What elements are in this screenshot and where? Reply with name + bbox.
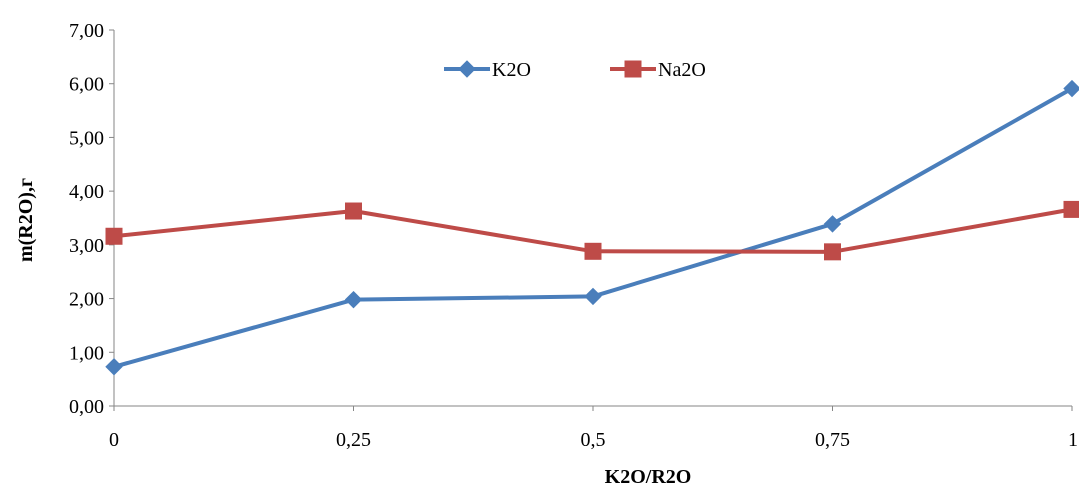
data-point: [105, 227, 123, 245]
data-point: [823, 215, 842, 233]
x-tick-label: 0,75: [815, 429, 850, 451]
y-tick-label: 4,00: [69, 181, 104, 203]
legend-marker: [624, 60, 642, 78]
y-tick-labels: 0,00 1,00 2,00 3,00 4,00 5,00 6,00 7,00: [69, 20, 114, 418]
y-tick-label: 1,00: [69, 342, 104, 364]
data-point: [105, 358, 123, 376]
legend-item: Na2O: [610, 59, 706, 81]
legend-item: K2O: [444, 59, 531, 81]
data-point: [824, 243, 841, 261]
y-tick-label: 7,00: [69, 20, 104, 42]
y-axis-title: m(R2O),г: [15, 178, 37, 262]
data-point: [1063, 200, 1079, 218]
legend-marker: [458, 60, 476, 78]
data-point: [584, 287, 602, 306]
x-tick-label: 0,5: [581, 429, 606, 451]
y-tick-label: 6,00: [69, 74, 104, 96]
series-layer: [105, 79, 1079, 376]
y-tick-label: 0,00: [69, 396, 104, 418]
data-point: [584, 242, 602, 260]
legend-label: Na2O: [658, 59, 706, 81]
series-k2o: [105, 79, 1079, 376]
y-tick-label: 2,00: [69, 289, 104, 311]
x-tick-label: 0,25: [336, 429, 371, 451]
y-tick-label: 3,00: [69, 235, 104, 257]
data-point: [1063, 79, 1079, 98]
series-na2o: [105, 200, 1079, 261]
x-tick-label: 1: [1068, 429, 1078, 451]
data-point: [345, 202, 362, 220]
data-point: [344, 290, 363, 309]
y-tick-label: 5,00: [69, 127, 104, 149]
legend: K2O Na2O: [444, 59, 706, 81]
x-tick-labels: 0 0,25 0,5 0,75 1: [109, 406, 1078, 451]
series-line: [113, 86, 1073, 369]
legend-label: K2O: [492, 59, 531, 81]
x-tick-label: 0: [109, 429, 119, 451]
x-axis-title: K2O/R2O: [605, 466, 692, 486]
